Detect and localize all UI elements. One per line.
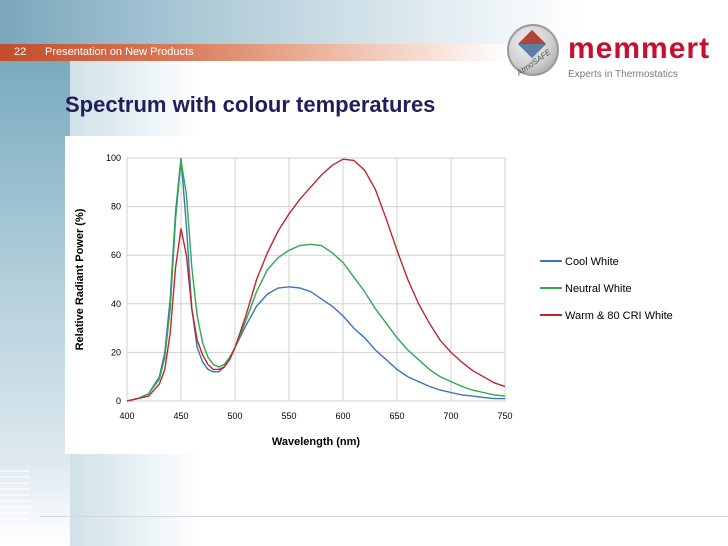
footer-divider: [40, 516, 728, 517]
chart-axes: 0 20 40 60 80 100 400 450 500 550 600 650 700 750 Wave…: [74, 153, 513, 448]
legend-label-0: Cool White: [565, 256, 619, 268]
header-text: Presentation on New Products: [45, 46, 194, 58]
y-axis-title: Relative Radiant Power (%): [74, 208, 86, 350]
memmert-logo: memmert: [568, 32, 711, 65]
slide-title: Spectrum with colour temperatures: [65, 92, 436, 117]
y-tick-label: 60: [111, 250, 121, 260]
y-tick-label: 0: [116, 396, 121, 406]
x-tick-label: 750: [497, 411, 512, 421]
x-tick-label: 600: [335, 411, 350, 421]
x-tick-label: 650: [389, 411, 404, 421]
x-tick-label: 550: [281, 411, 296, 421]
x-tick-label: 700: [443, 411, 458, 421]
x-tick-label: 450: [173, 411, 188, 421]
y-tick-label: 20: [111, 347, 121, 357]
legend-label-1: Neutral White: [565, 283, 632, 295]
x-tick-label: 500: [227, 411, 242, 421]
y-tick-label: 40: [111, 299, 121, 309]
chart-series: [126, 157, 506, 402]
legend-label-2: Warm & 80 CRI White: [565, 310, 673, 322]
x-axis-title: Wavelength (nm): [272, 436, 361, 448]
slide-number: 22: [14, 46, 27, 58]
top-header-band: [0, 0, 728, 44]
y-tick-label: 100: [106, 153, 121, 163]
chart-legend-box: Cool White Neutral White Warm & 80 CRI Whi…: [540, 256, 673, 322]
chart-panel: 0 20 40 60 80 100 400 450 500 550 600 650 700 750 Wave…: [65, 136, 520, 454]
background-gradient-left: [0, 0, 200, 546]
y-tick-label: 80: [111, 202, 121, 212]
series-line-1: [126, 160, 506, 402]
x-tick-label: 400: [119, 411, 134, 421]
chart-grid: [126, 157, 506, 402]
series-line-2: [126, 158, 506, 402]
series-line-0: [126, 157, 505, 402]
header-bar: [0, 44, 510, 61]
spectrum-chart: 0 20 40 60 80 100 400 450 500 550 600 650 700 750 Wave…: [74, 153, 513, 448]
background-stripes: [0, 470, 30, 546]
logo-tagline: Experts in Thermostatics: [568, 69, 678, 80]
